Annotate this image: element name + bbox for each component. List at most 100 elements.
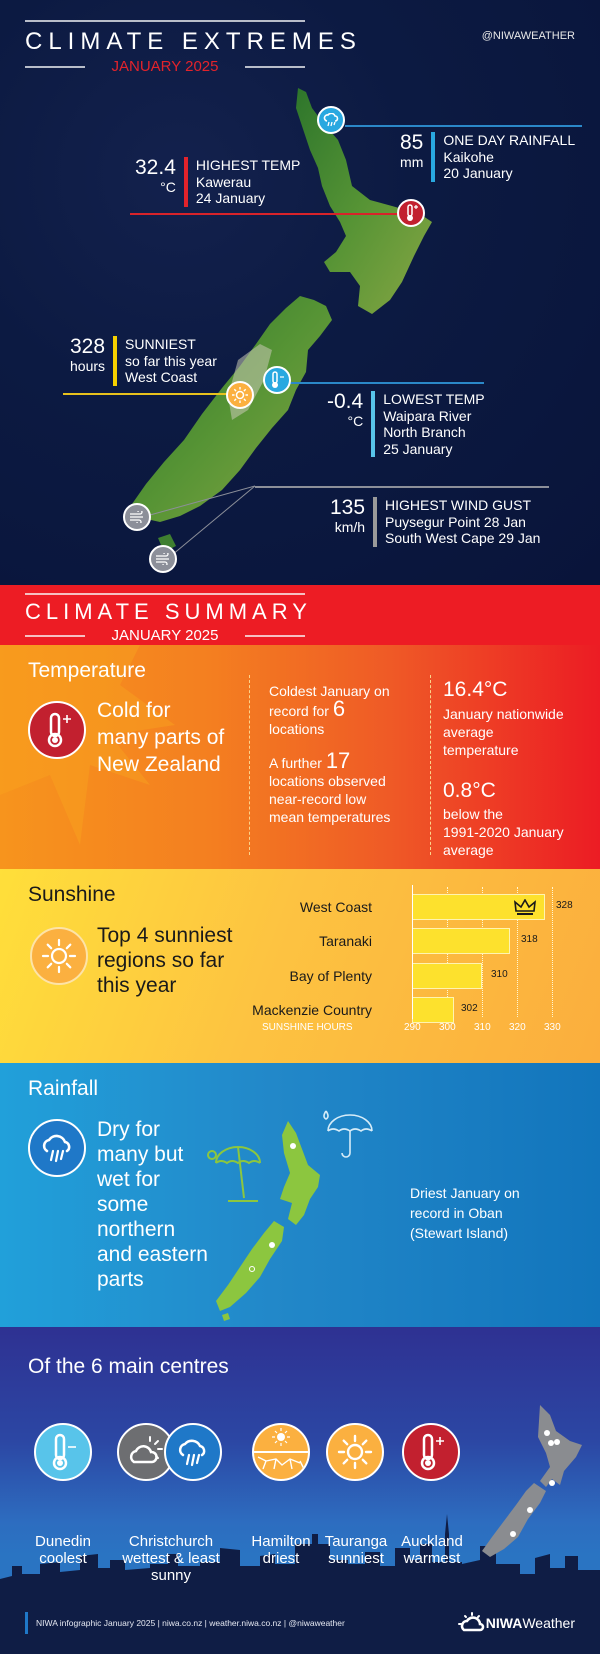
- bar-label: Bay of Plenty: [289, 968, 373, 984]
- rain-cloud-icon: [317, 106, 345, 134]
- highest-temp-stat: 32.4 °C HIGHEST TEMP Kawerau 24 January: [135, 157, 300, 207]
- wind-leader-line: [255, 486, 549, 488]
- cloud-sun-icon: [117, 1423, 175, 1481]
- footer-credits: NIWA infographic January 2025 | niwa.co.…: [25, 1612, 345, 1634]
- title-rule-right: [244, 634, 305, 637]
- centre-christchurch: Christchurch wettest & least sunny: [122, 1533, 220, 1584]
- bar-value: 310: [491, 969, 508, 980]
- wind-line2: Puysegur Point 28 Jan: [385, 513, 526, 530]
- rainfall-label: Rainfall: [28, 1077, 99, 1100]
- summary-title-block: CLIMATE SUMMARY JANUARY 2025: [25, 593, 312, 644]
- bar-label: Taranaki: [319, 933, 372, 949]
- sunniest-bar: [113, 336, 118, 386]
- highest-temp-label: HIGHEST TEMP: [195, 157, 301, 173]
- lowest-temp-bar: [371, 391, 376, 457]
- highest-temp-leader-line: [130, 213, 398, 215]
- beach-umbrella-icon: [207, 1146, 261, 1202]
- y-axis: [412, 885, 413, 1019]
- sunshine-bar-chart: West Coast 328 Taranaki 318 Bay of Plent…: [252, 869, 582, 1063]
- title-rule-right: [244, 65, 305, 68]
- main-centres-section: Of the 6 main centres Dunedin coolest Ch: [0, 1327, 600, 1654]
- highest-temp-date: 24 January: [195, 190, 266, 206]
- anomaly-value: 0.8°C: [443, 779, 496, 802]
- rain-cloud-icon: [28, 1119, 86, 1177]
- divider: [430, 675, 431, 855]
- temperature-headline: Cold for many parts of New Zealand: [97, 699, 225, 776]
- near-record-stat: A further 17 locations observed near-rec…: [269, 748, 391, 826]
- page-title: CLIMATE EXTREMES: [25, 28, 362, 55]
- rainfall-section: Rainfall Dry for many but wet for some n…: [0, 1063, 600, 1327]
- x-tick: 310: [474, 1022, 491, 1033]
- summary-subtitle: JANUARY 2025: [111, 627, 219, 644]
- wind-icon: [123, 503, 151, 531]
- centre-auckland: Auckland warmest: [401, 1533, 463, 1567]
- highest-temp-unit: °C: [160, 179, 176, 195]
- anomaly-caption: below the 1991-2020 January average: [443, 806, 564, 858]
- x-tick: 290: [404, 1022, 421, 1033]
- footer-credits-text[interactable]: NIWA infographic January 2025 | niwa.co.…: [36, 1618, 345, 1628]
- wind-line3: South West Cape 29 Jan: [385, 530, 541, 546]
- rainfall-bar: [431, 132, 436, 182]
- crown-icon: [514, 899, 536, 915]
- rain-cloud-icon: [164, 1423, 222, 1481]
- lowest-temp-place2: North Branch: [383, 424, 466, 440]
- avg-temp-caption: January nationwide average temperature: [443, 706, 564, 758]
- sunniest-line2: so far this year: [125, 352, 217, 369]
- thermometer-plus-icon: [28, 701, 86, 759]
- centre-hamilton: Hamilton driest: [251, 1533, 311, 1567]
- sunniest-stat: 328 hours SUNNIEST so far this year West…: [70, 336, 217, 386]
- nz-centres-map: [482, 1405, 582, 1557]
- lowest-temp-date: 25 January: [383, 440, 453, 457]
- lowest-temp-place: Waipara River: [383, 407, 472, 424]
- near-record-count: 17: [325, 748, 351, 773]
- lowest-temp-label: LOWEST TEMP: [383, 391, 485, 407]
- thermometer-minus-icon: [263, 366, 291, 394]
- nz-rainfall-map: [207, 1110, 373, 1321]
- sunniest-unit: hours: [70, 358, 106, 374]
- x-axis-label: SUNSHINE HOURS: [262, 1022, 353, 1033]
- bar-label: Mackenzie Country: [252, 1002, 372, 1018]
- brand-bold: NIWA: [485, 1615, 523, 1631]
- wind-bar: [373, 497, 378, 547]
- x-tick: 300: [439, 1022, 456, 1033]
- avg-temp-value: 16.4°C: [443, 678, 508, 701]
- rainfall-leader-line: [345, 125, 582, 127]
- rainfall-value: 85: [400, 131, 424, 154]
- gridline-320: [517, 887, 518, 1017]
- bar-value: 318: [521, 934, 538, 945]
- coldest-count: 6: [332, 696, 346, 721]
- wind-value: 135: [330, 496, 366, 519]
- highest-temp-value: 32.4: [135, 156, 176, 179]
- rainfall-headline: Dry for many but wet for some northern a…: [97, 1118, 208, 1291]
- bar-taranaki: [412, 928, 510, 954]
- title-rule-top: [25, 20, 305, 22]
- bar-value: 328: [556, 900, 573, 911]
- title-rule-top: [25, 593, 305, 595]
- x-tick: 320: [509, 1022, 526, 1033]
- summary-title: CLIMATE SUMMARY: [25, 599, 312, 624]
- dry-ground-icon: [252, 1423, 310, 1481]
- bar-label: West Coast: [299, 899, 372, 915]
- highest-temp-bar: [183, 157, 188, 207]
- sunniest-label: SUNNIEST: [125, 336, 196, 352]
- bar-mackenzie-country: [412, 997, 454, 1023]
- climate-extremes-section: CLIMATE EXTREMES JANUARY 2025 @NIWAWEATH…: [0, 0, 600, 585]
- sun-icon: [226, 381, 254, 409]
- gridline-330: [552, 887, 553, 1017]
- social-handle[interactable]: @NIWAWEATHER: [481, 30, 575, 42]
- lowest-temp-value: -0.4: [327, 390, 364, 413]
- divider: [249, 675, 250, 855]
- x-tick: 330: [544, 1022, 561, 1033]
- rainfall-date: 20 January: [443, 165, 513, 181]
- niwa-weather-logo[interactable]: NIWA Weather: [456, 1612, 575, 1634]
- sunshine-label: Sunshine: [28, 883, 116, 906]
- centres-label: Of the 6 main centres: [28, 1355, 229, 1378]
- temperature-section: Temperature Cold for many parts of New Z…: [0, 645, 600, 869]
- rain-umbrella-icon: [323, 1110, 373, 1158]
- sunshine-headline: Top 4 sunniest regions so far this year: [97, 924, 233, 997]
- bar-west-coast: [412, 894, 545, 920]
- highest-temp-place: Kawerau: [195, 173, 252, 190]
- temperature-label: Temperature: [28, 659, 146, 682]
- extremes-title-block: CLIMATE EXTREMES JANUARY 2025: [25, 20, 362, 75]
- page-subtitle: JANUARY 2025: [111, 58, 219, 75]
